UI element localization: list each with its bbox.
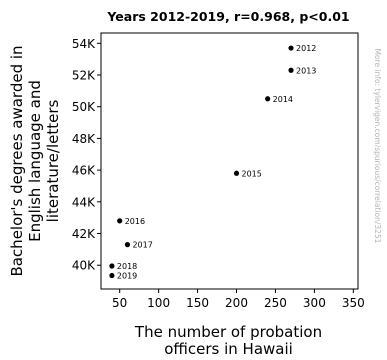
data-point (124, 242, 131, 248)
y-axis-title-line: English language and (26, 80, 44, 242)
y-tick-label: 44K (72, 195, 96, 209)
data-point (233, 170, 240, 176)
y-tick-label: 52K (72, 69, 96, 83)
data-point (109, 263, 115, 269)
x-tick-label: 300 (303, 296, 326, 310)
data-point-label: 2015 (242, 169, 262, 178)
x-tick-label: 150 (186, 296, 209, 310)
y-tick-label: 54K (72, 37, 96, 51)
data-point (109, 272, 115, 279)
y-axis-title-line: Bachelor's degrees awarded in (8, 45, 26, 276)
x-axis-title-line: officers in Hawaii (164, 340, 293, 358)
data-point-label: 2018 (117, 262, 137, 271)
data-point-label: 2019 (117, 272, 137, 281)
data-point-label: 2016 (125, 217, 145, 226)
x-axis-title-line: The number of probation (134, 323, 322, 341)
x-tick-label: 250 (264, 296, 287, 310)
y-tick-label: 50K (72, 100, 96, 114)
data-point-label: 2017 (132, 241, 152, 250)
y-axis-title-line: literature/letters (44, 99, 62, 222)
data-point (117, 218, 123, 224)
data-point (265, 96, 271, 102)
y-tick-label: 40K (72, 259, 96, 273)
y-tick-label: 42K (72, 227, 96, 241)
data-point (288, 67, 294, 73)
y-tick-label: 46K (72, 164, 96, 178)
x-tick-label: 50 (112, 296, 127, 310)
x-tick-label: 200 (225, 296, 248, 310)
data-point-label: 2013 (296, 66, 316, 75)
data-point-label: 2014 (273, 95, 293, 104)
x-tick-label: 100 (147, 296, 170, 310)
chart-title: Years 2012-2019, r=0.968, p<0.01 (106, 9, 349, 24)
plot-frame (100, 32, 359, 290)
x-tick-label: 350 (342, 296, 365, 310)
y-tick-label: 48K (72, 132, 96, 146)
data-point (288, 45, 294, 51)
watermark-text: More info: tylervigen.com/spurious/corre… (373, 49, 382, 244)
data-point-label: 2012 (296, 44, 316, 53)
